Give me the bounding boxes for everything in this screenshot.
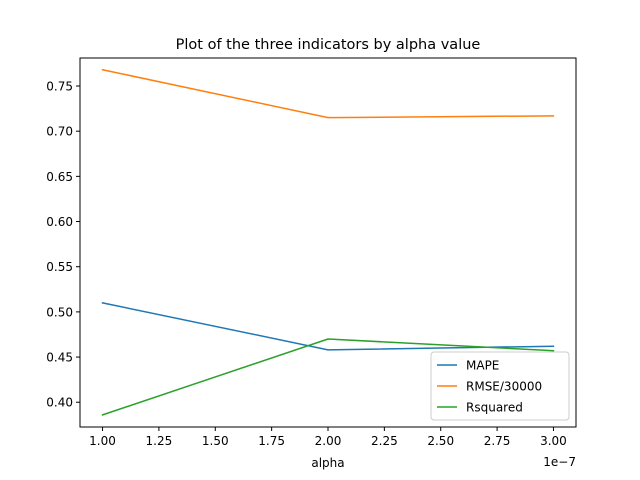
x-tick-label: 1.50: [202, 434, 229, 448]
series-layer: [101, 68, 555, 416]
legend-label-rsquared: Rsquared: [466, 401, 523, 415]
x-tick-label: 2.00: [315, 434, 342, 448]
y-tick-label: 0.45: [46, 351, 73, 365]
x-tick-label: 2.25: [371, 434, 398, 448]
x-axis-label: alpha: [311, 456, 344, 470]
x-tick-label: 1.00: [89, 434, 116, 448]
ticks-layer: 1.00 1.25 1.50 1.75 2.00 2.25 2.50 2.75 3.00 0.40…: [46, 80, 567, 448]
chart-title: Plot of the three indicators by alpha va…: [176, 37, 481, 53]
y-tick-label: 0.50: [46, 305, 73, 319]
legend-label-rmse-30000: RMSE/30000: [466, 380, 542, 394]
y-tick-label: 0.40: [46, 396, 73, 410]
y-tick-label: 0.55: [46, 260, 73, 274]
legend: MAPE RMSE/30000 Rsquared: [430, 351, 570, 421]
x-tick-label: 1.25: [146, 434, 173, 448]
x-tick-label: 3.00: [540, 434, 567, 448]
x-tick-label: 1.75: [258, 434, 285, 448]
plot-frame: [79, 57, 577, 428]
x-axis-offset-label: 1e−7: [543, 455, 576, 469]
legend-box: [430, 351, 570, 421]
x-tick-label: 2.75: [484, 434, 511, 448]
y-tick-label: 0.65: [46, 170, 73, 184]
y-tick-label: 0.75: [46, 80, 73, 94]
y-tick-label: 0.60: [46, 215, 73, 229]
y-tick-label: 0.70: [46, 125, 73, 139]
series-line-rsquared: [101, 338, 555, 416]
legend-label-mape: MAPE: [466, 359, 499, 373]
x-tick-label: 2.50: [427, 434, 454, 448]
series-line-rmse-30000: [101, 68, 555, 119]
